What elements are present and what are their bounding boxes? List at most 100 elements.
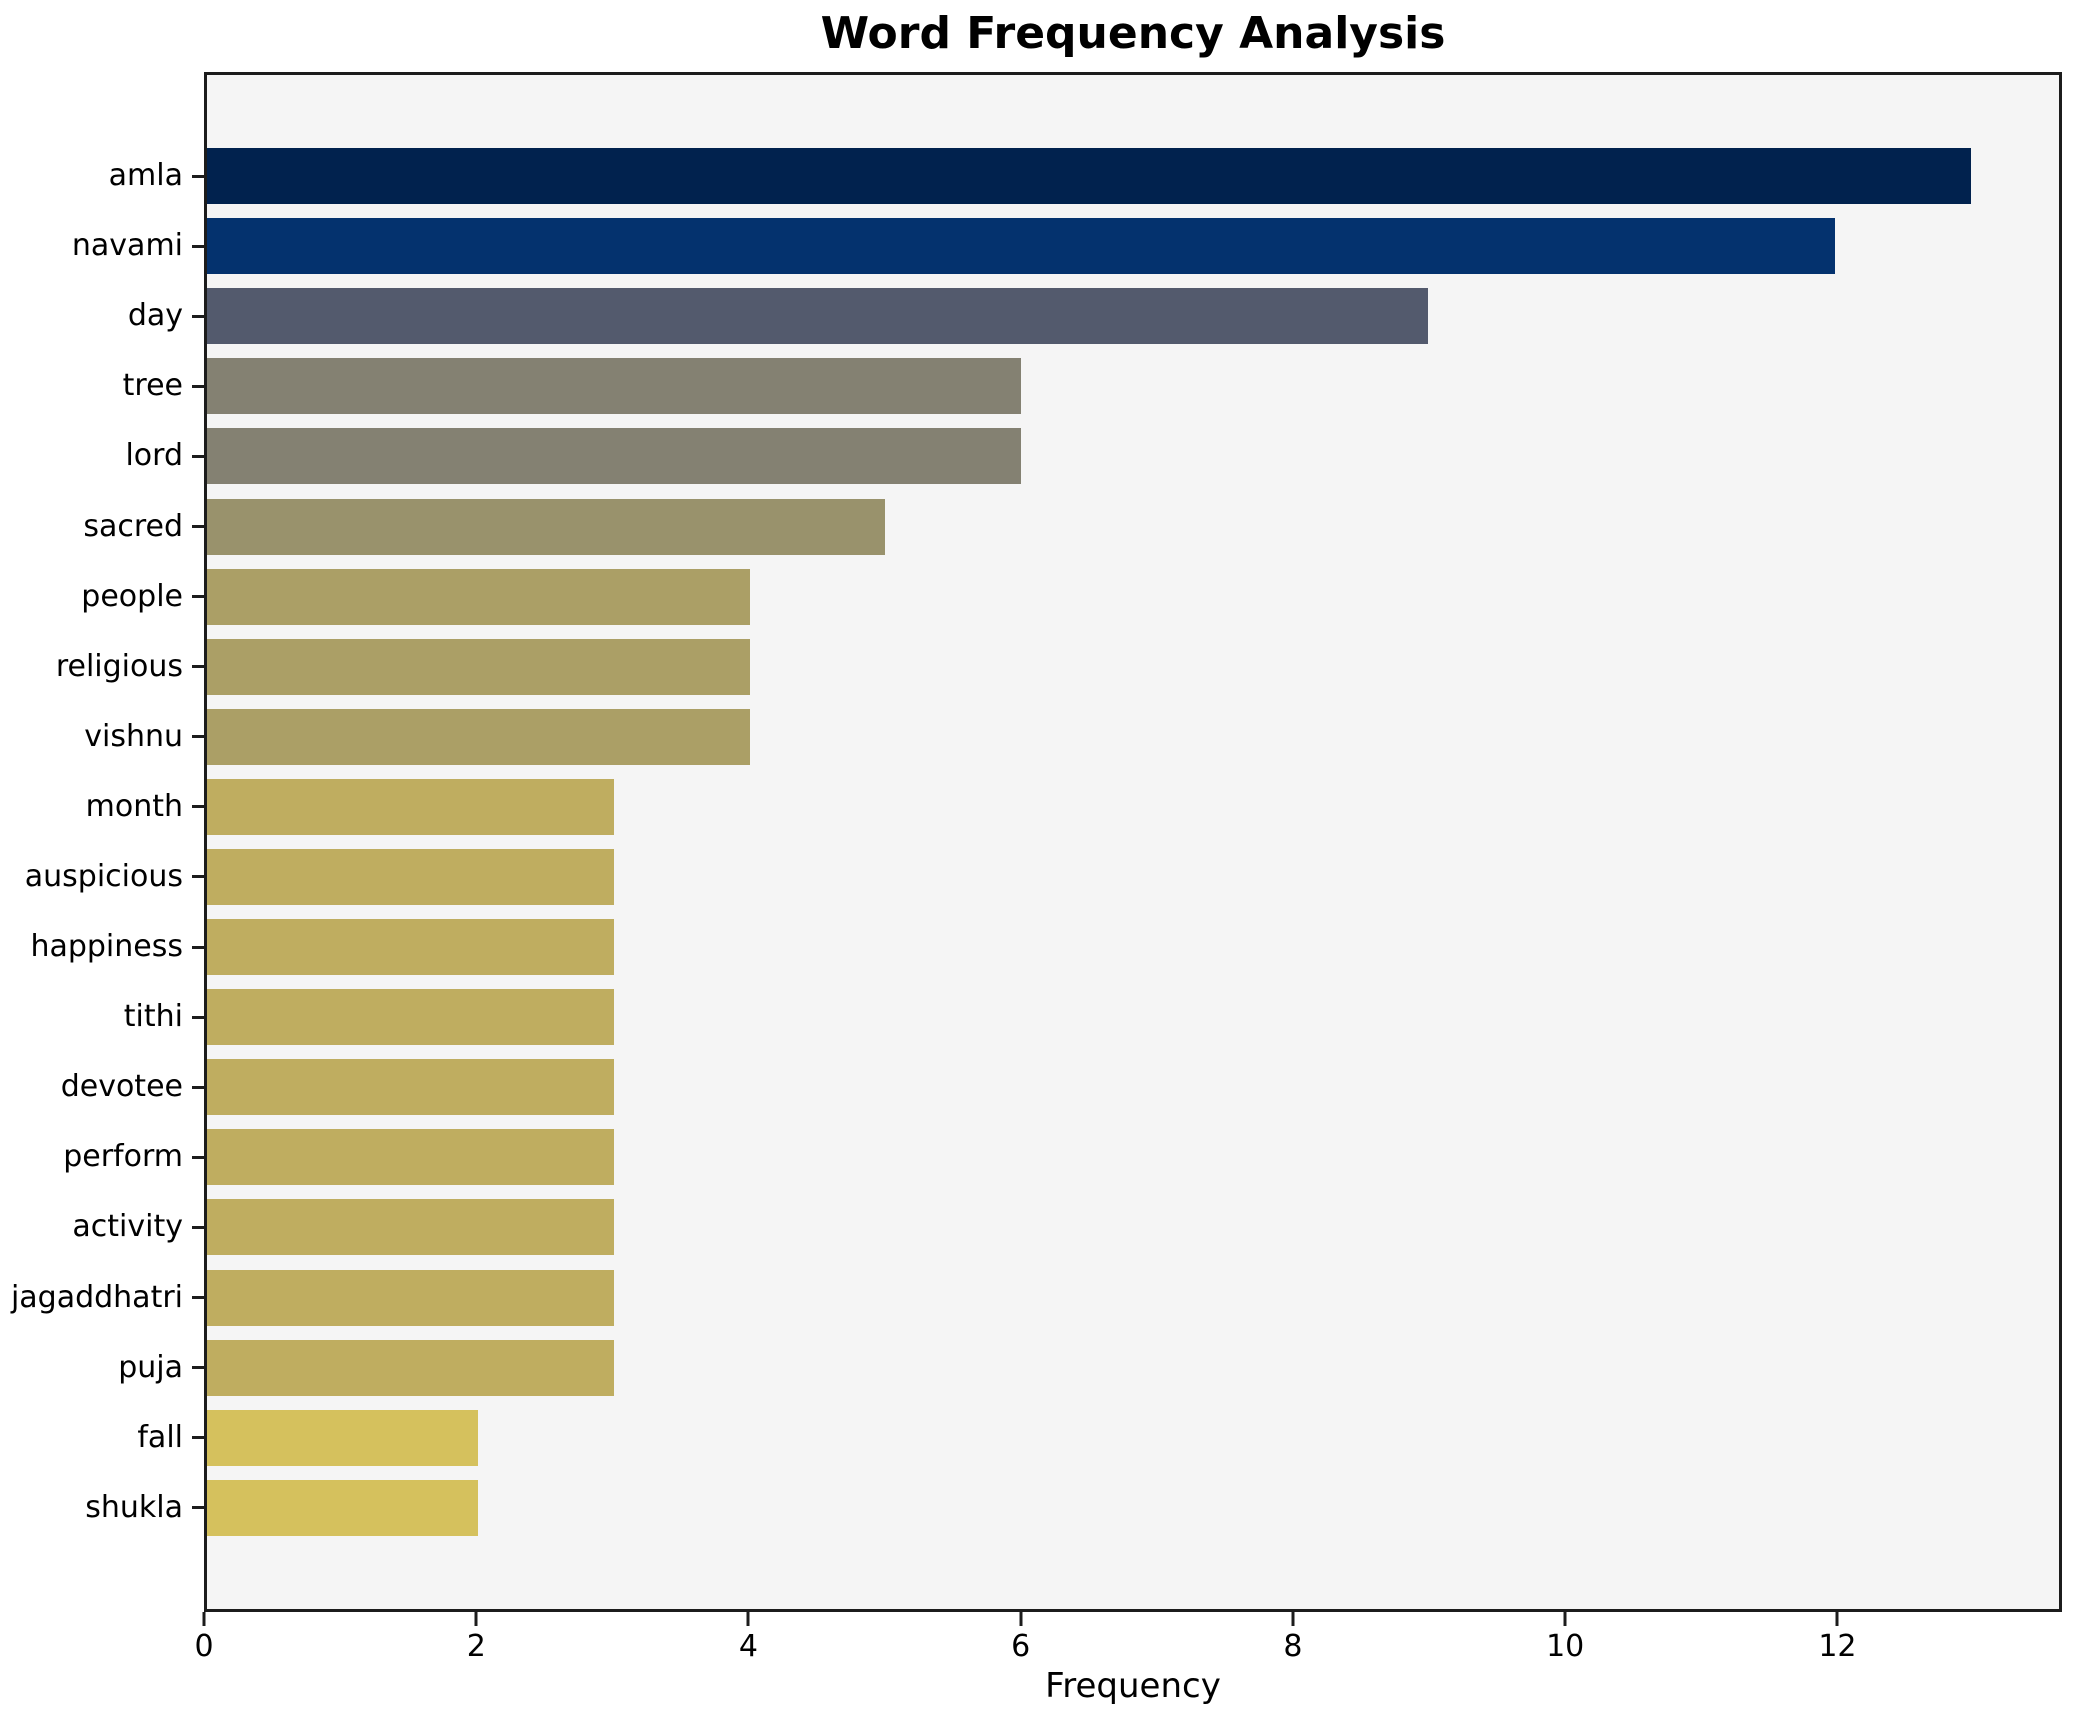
y-tick-label: sacred (83, 508, 183, 544)
y-tick-label: jagaddhatri (10, 1279, 183, 1315)
bar (207, 1339, 615, 1396)
x-tick-mark (1019, 1612, 1023, 1626)
plot-area: amla navami day tree lord sacred people religio… (11, 72, 2062, 1612)
x-tick-label: 0 (194, 1629, 214, 1664)
y-tick-mark (192, 805, 204, 809)
bar-row: fall (137, 1403, 2059, 1473)
x-axis: 0 2 4 6 8 10 12 (194, 1612, 2062, 1672)
bar-row: tree (123, 351, 2059, 421)
bar (207, 1409, 479, 1466)
y-tick-label: activity (72, 1209, 183, 1245)
x-tick-mark (1291, 1612, 1295, 1626)
bar-row: puja (118, 1333, 2059, 1403)
x-tick-label: 10 (1546, 1629, 1585, 1664)
y-tick-mark (192, 174, 204, 178)
bar (207, 1129, 615, 1186)
y-tick-mark (192, 1015, 204, 1019)
y-tick-label: shukla (85, 1489, 183, 1525)
x-tick-label: 12 (1818, 1629, 1857, 1664)
x-tick-label: 2 (466, 1629, 486, 1664)
bar (207, 778, 615, 835)
x-tick-mark (202, 1612, 206, 1626)
x-tick-label: 8 (1283, 1629, 1303, 1664)
bar (207, 1199, 615, 1256)
y-tick-label: puja (118, 1349, 183, 1385)
x-tick-mark (474, 1612, 478, 1626)
y-tick-mark (192, 384, 204, 388)
x-tick-label: 6 (1011, 1629, 1031, 1664)
bar-row: sacred (83, 491, 2059, 561)
y-tick-mark (192, 595, 204, 599)
x-tick-label: 4 (738, 1629, 759, 1664)
bar-row: month (86, 772, 2059, 842)
bar-row: auspicious (25, 842, 2059, 912)
y-tick-label: devotee (60, 1069, 183, 1105)
y-tick-mark (192, 1225, 204, 1229)
y-tick-mark (192, 665, 204, 669)
bar-row: activity (72, 1192, 2059, 1262)
bar (207, 1059, 615, 1116)
y-tick-label: tithi (123, 999, 183, 1035)
bar-row: shukla (85, 1473, 2059, 1543)
y-tick-label: lord (125, 438, 183, 474)
bar (207, 358, 1022, 415)
bar-row: amla (109, 141, 2059, 211)
bar (207, 428, 1022, 485)
bar (207, 638, 750, 695)
bar (207, 148, 1971, 205)
x-tick-mark (746, 1612, 750, 1626)
bar (207, 218, 1836, 275)
y-tick-label: fall (137, 1419, 183, 1455)
bar-row: day (128, 281, 2059, 351)
y-tick-label: tree (122, 368, 183, 404)
y-tick-label: happiness (30, 929, 183, 965)
bar-row: lord (125, 421, 2059, 491)
y-tick-mark (192, 525, 204, 529)
y-tick-mark (192, 1155, 204, 1159)
bar-row: tithi (124, 982, 2059, 1052)
y-tick-label: religious (55, 648, 183, 684)
x-axis-label: Frequency (1045, 1666, 1221, 1706)
chart-title: Word Frequency Analysis (820, 8, 1446, 59)
y-tick-mark (192, 244, 204, 248)
bar-row: jagaddhatri (11, 1263, 2059, 1333)
bar-row: people (81, 562, 2059, 632)
y-tick-mark (192, 735, 204, 739)
x-tick-mark (1563, 1612, 1567, 1626)
y-tick-mark (192, 1296, 204, 1300)
y-tick-mark (192, 1506, 204, 1510)
bar (207, 568, 750, 625)
y-tick-mark (192, 1085, 204, 1089)
y-tick-mark (192, 945, 204, 949)
x-tick-mark (1835, 1612, 1839, 1626)
y-tick-mark (192, 454, 204, 458)
y-tick-label: month (85, 788, 183, 824)
y-tick-label: vishnu (84, 718, 183, 754)
y-tick-mark (192, 314, 204, 318)
bar (207, 848, 615, 905)
bar (207, 1269, 615, 1326)
y-tick-label: amla (108, 158, 183, 194)
y-tick-mark (192, 1366, 204, 1370)
y-tick-label: perform (63, 1139, 183, 1175)
y-tick-mark (192, 1436, 204, 1440)
bar-row: happiness (30, 912, 2059, 982)
bar (207, 989, 615, 1046)
bars-container: amla navami day tree lord sacred people religio… (11, 75, 2059, 1609)
bar-row: vishnu (84, 702, 2059, 772)
bar (207, 288, 1429, 345)
bar-row: navami (72, 211, 2059, 281)
y-tick-mark (192, 875, 204, 879)
bar (207, 708, 750, 765)
y-tick-label: day (127, 298, 183, 334)
y-tick-label: navami (71, 228, 183, 264)
y-tick-label: auspicious (24, 858, 183, 894)
bar-row: perform (63, 1122, 2059, 1192)
bar-row: devotee (61, 1052, 2059, 1122)
y-tick-label: people (81, 578, 183, 614)
bar (207, 1479, 479, 1536)
bar (207, 919, 615, 976)
bar-row: religious (56, 632, 2059, 702)
bar (207, 498, 886, 555)
